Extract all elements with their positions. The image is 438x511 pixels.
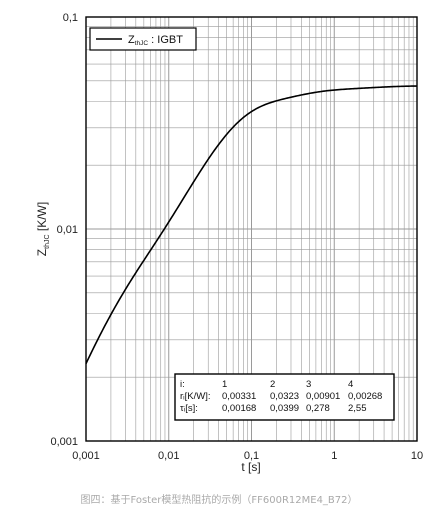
x-tick-label: 0,01	[158, 450, 179, 462]
table-box	[174, 373, 395, 421]
table-cell: 0,00168	[222, 403, 256, 414]
y-tick-labels: 0,001 0,01 0,1	[50, 12, 78, 448]
table-cells: i: 1 2 3 4 rᵢ[K/W]: 0,00331 0,0323 0,00901 0,0026…	[180, 379, 382, 414]
y-axis-label: ZthJC [K/W]	[35, 202, 51, 256]
grid	[86, 17, 417, 441]
x-axis-label: t [s]	[241, 460, 260, 474]
y-tick-label: 0,1	[63, 12, 78, 24]
series-line-igbt	[85, 85, 418, 364]
table-header-cell: 4	[348, 379, 353, 390]
table-cell: 0,00268	[348, 391, 382, 402]
table-header-cell: 2	[270, 379, 275, 390]
x-tick-label: 0,001	[72, 450, 100, 462]
figure-caption: 图四：基于Foster模型热阻抗的示例（FF600R12ME4_B72）	[80, 495, 358, 506]
table-cell: 0,278	[306, 403, 330, 414]
table-header-cell: i:	[180, 379, 185, 390]
y-tick-label: 0,001	[50, 436, 78, 448]
table-cell: 0,0323	[270, 391, 299, 402]
table-cell: 0,0399	[270, 403, 299, 414]
legend: ZthJC : IGBT	[89, 27, 197, 51]
table-cell: 0,00331	[222, 391, 256, 402]
legend-box	[89, 27, 197, 51]
table-cell: τᵢ[s]:	[180, 403, 198, 414]
x-tick-label: 10	[411, 450, 423, 462]
table-header-cell: 3	[306, 379, 311, 390]
foster-parameter-table: i: 1 2 3 4 rᵢ[K/W]: 0,00331 0,0323 0,00901 0,0026…	[174, 373, 395, 421]
table-cell: rᵢ[K/W]:	[180, 391, 211, 402]
table-header-cell: 1	[222, 379, 227, 390]
x-tick-labels: 0,001 0,01 0,1 1 10	[72, 450, 423, 462]
y-tick-label: 0,01	[57, 224, 78, 236]
x-tick-label: 1	[331, 450, 337, 462]
table-cell: 0,00901	[306, 391, 340, 402]
legend-label: ZthJC : IGBT	[128, 34, 183, 47]
plot-frame	[85, 16, 418, 442]
x-tick-label: 0,1	[244, 450, 259, 462]
table-cell: 2,55	[348, 403, 367, 414]
